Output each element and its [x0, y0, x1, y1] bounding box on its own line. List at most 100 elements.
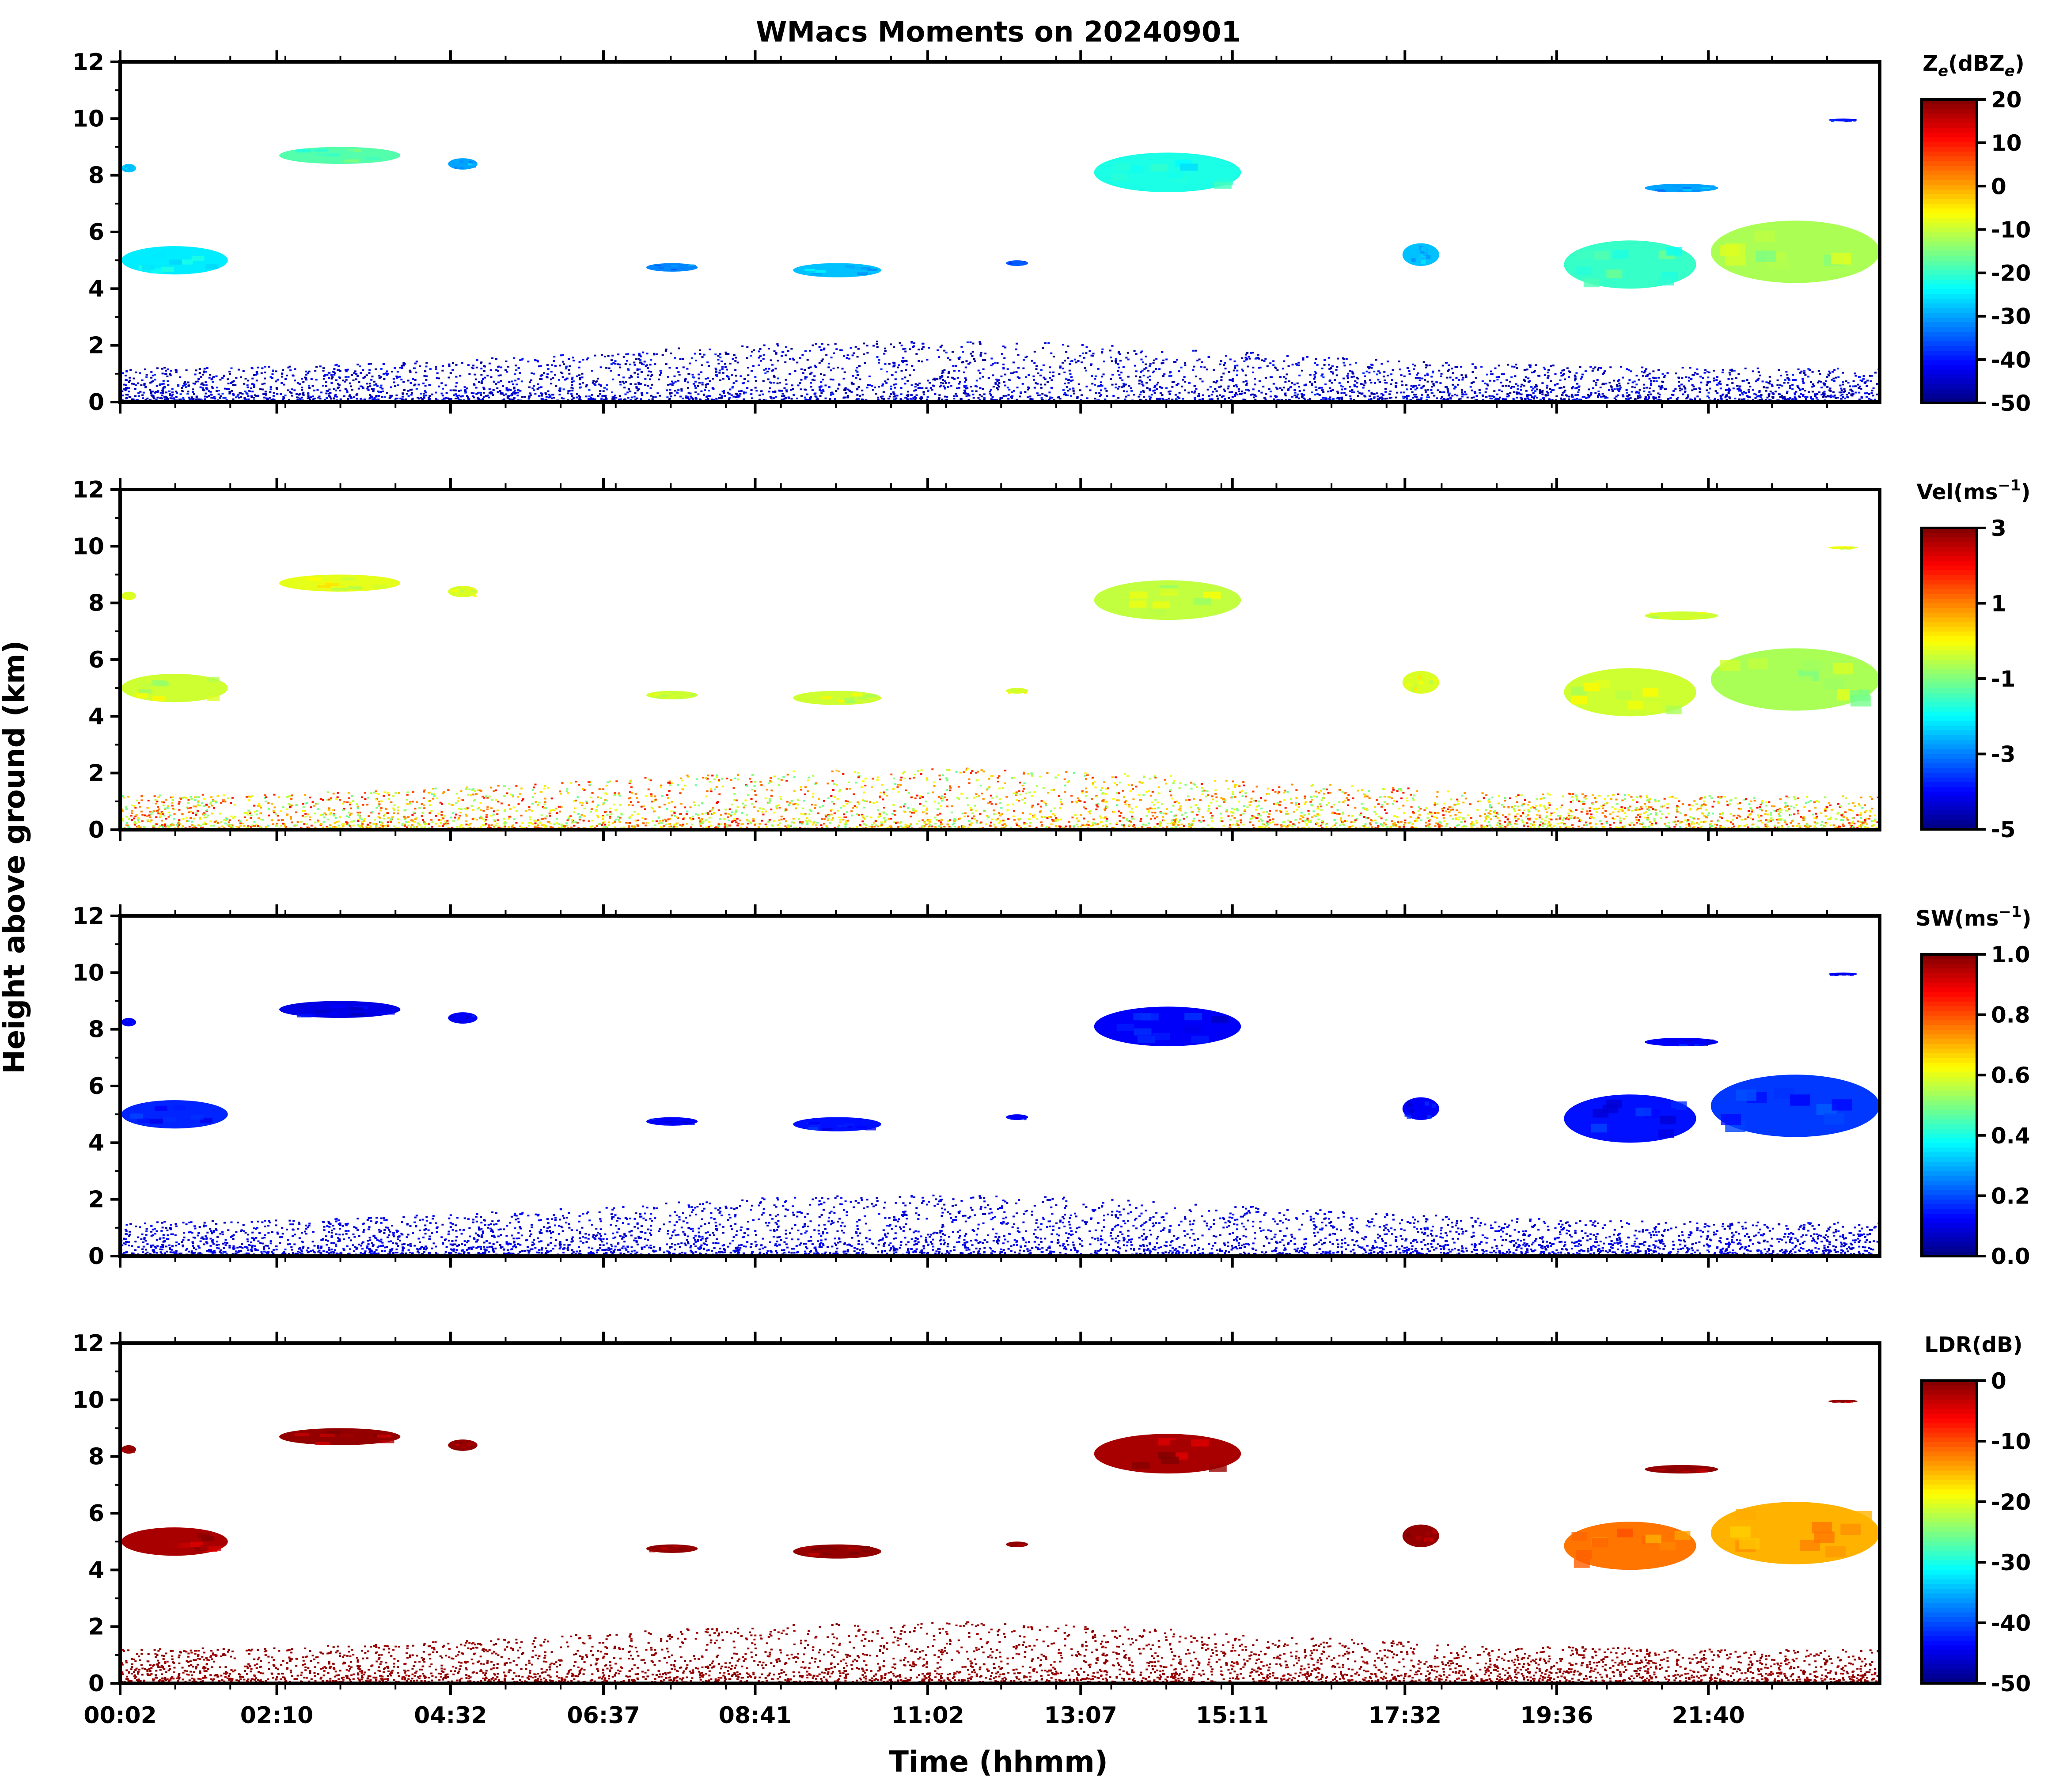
clutter-point: [1250, 394, 1252, 396]
clutter-point: [1466, 396, 1469, 399]
clutter-point: [1532, 387, 1535, 390]
clutter-point: [1269, 376, 1272, 378]
clutter-point: [455, 393, 457, 395]
clutter-point: [1539, 392, 1541, 394]
clutter-point: [1362, 372, 1365, 374]
clutter-point: [264, 365, 266, 368]
clutter-point: [941, 375, 944, 377]
clutter-point: [641, 363, 643, 365]
clutter-point: [510, 395, 512, 397]
clutter-point: [367, 389, 370, 391]
clutter-point: [963, 385, 966, 387]
clutter-point: [1338, 399, 1341, 401]
clutter-point: [818, 346, 821, 348]
clutter-point: [292, 374, 294, 376]
clutter-point: [992, 363, 994, 365]
clutter-point: [517, 399, 520, 401]
clutter-point: [1731, 370, 1733, 372]
clutter-point: [1664, 375, 1666, 376]
clutter-point: [998, 386, 1000, 388]
clutter-point: [1626, 368, 1628, 370]
clutter-point: [1837, 376, 1840, 378]
clutter-point: [1613, 380, 1616, 382]
clutter-point: [728, 398, 730, 400]
clutter-point: [283, 397, 285, 399]
clutter-point: [219, 379, 222, 381]
clutter-point: [1232, 369, 1235, 372]
clutter-point: [808, 349, 811, 352]
clutter-point: [464, 391, 467, 394]
clutter-point: [1590, 394, 1593, 396]
clutter-point: [622, 380, 625, 383]
clutter-point: [195, 399, 197, 401]
clutter-point: [594, 354, 596, 357]
clutter-point: [232, 398, 235, 400]
clutter-point: [331, 376, 334, 378]
clutter-point: [1213, 381, 1215, 383]
clutter-point: [1688, 376, 1690, 379]
clutter-point: [881, 384, 884, 387]
clutter-point: [226, 388, 228, 390]
clutter-point: [1556, 383, 1559, 385]
clutter-point: [1241, 357, 1244, 359]
clutter-point: [944, 380, 946, 382]
clutter-point: [1756, 367, 1759, 369]
clutter-point: [1010, 372, 1013, 374]
clutter-point: [1738, 388, 1741, 390]
clutter-point: [1638, 394, 1641, 396]
clutter-point: [769, 395, 772, 398]
clutter-point: [1426, 394, 1429, 396]
clutter-point: [1546, 391, 1548, 393]
clutter-point: [540, 398, 543, 400]
clutter-point: [224, 397, 227, 399]
clutter-point: [658, 378, 660, 380]
clutter-point: [1658, 385, 1661, 387]
clutter-point: [1699, 376, 1702, 378]
clutter-point: [1645, 375, 1647, 377]
clutter-point: [500, 366, 503, 368]
clutter-point: [813, 379, 816, 381]
clutter-point: [269, 388, 272, 391]
clutter-point: [260, 372, 263, 374]
clutter-point: [454, 389, 457, 391]
clutter-point: [1341, 396, 1343, 399]
clutter-point: [448, 398, 451, 400]
clutter-point: [1509, 392, 1512, 394]
clutter-point: [422, 393, 425, 395]
clutter-point: [282, 398, 284, 400]
clutter-point: [1019, 395, 1021, 398]
clutter-point: [642, 363, 645, 365]
clutter-point: [1646, 375, 1649, 377]
clutter-point: [511, 380, 513, 383]
clutter-point: [1714, 398, 1716, 400]
clutter-point: [815, 399, 818, 401]
clutter-point: [990, 389, 992, 391]
clutter-point: [1057, 396, 1059, 399]
clutter-point: [1716, 392, 1719, 394]
clutter-point: [1422, 385, 1425, 387]
clutter-point: [679, 358, 682, 360]
clutter-point: [1118, 374, 1121, 376]
clutter-point: [124, 375, 127, 376]
clutter-point: [1539, 399, 1542, 401]
clutter-point: [1513, 366, 1516, 368]
clutter-point: [1146, 387, 1149, 389]
clutter-point: [1803, 372, 1805, 374]
clutter-point: [1658, 396, 1661, 398]
clutter-point: [1774, 391, 1777, 393]
clutter-point: [428, 399, 430, 401]
clutter-point: [1384, 380, 1386, 381]
clutter-point: [1313, 374, 1316, 376]
clutter-point: [775, 396, 777, 398]
clutter-point: [392, 378, 395, 380]
clutter-point: [1321, 389, 1324, 391]
clutter-point: [1805, 398, 1807, 400]
clutter-point: [255, 395, 258, 397]
clutter-point: [255, 380, 258, 382]
clutter-point: [707, 398, 709, 400]
clutter-point: [1412, 397, 1415, 399]
clutter-point: [1291, 364, 1294, 366]
clutter-point: [1547, 375, 1550, 377]
clutter-point: [1124, 399, 1126, 401]
clutter-point: [647, 374, 650, 376]
